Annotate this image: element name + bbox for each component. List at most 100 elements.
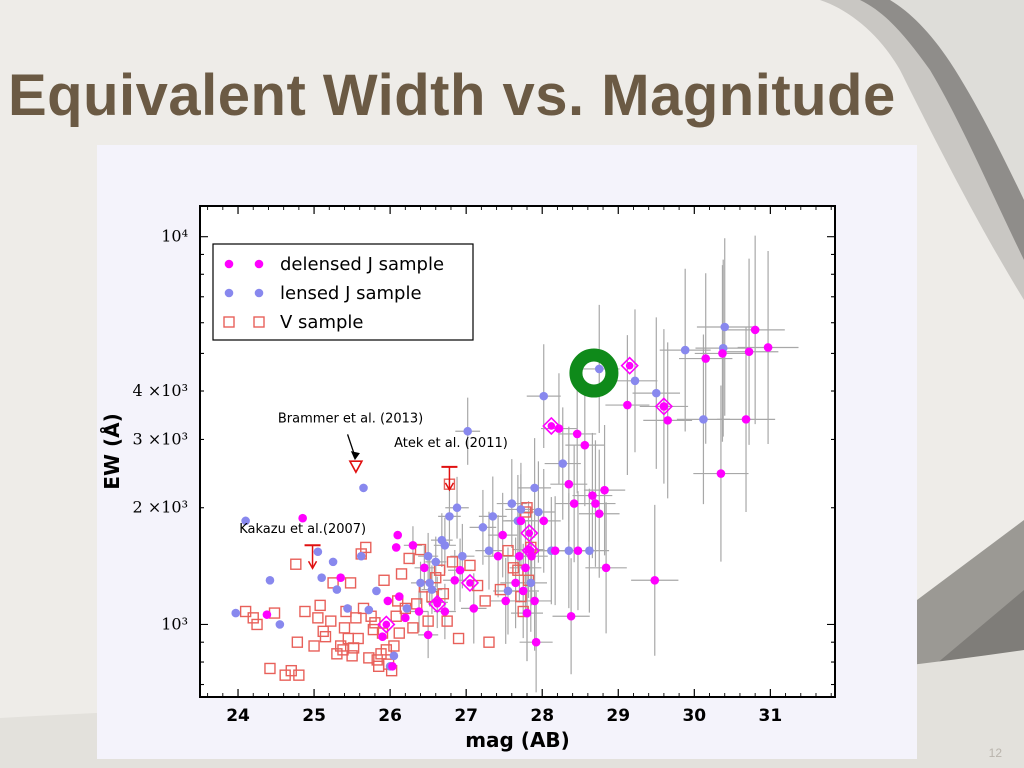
y-axis-title: EW (Å) [100, 413, 124, 489]
delensed-point [455, 565, 465, 575]
v-sample-point [403, 552, 415, 565]
delensed-point [750, 325, 760, 335]
lensed-point [720, 322, 730, 332]
highlight-diamond [654, 397, 674, 416]
delensed-point [701, 354, 711, 363]
x-tick-label: 30 [682, 706, 706, 726]
legend-marker [254, 288, 264, 298]
lensed-point [478, 523, 488, 532]
delensed-point [516, 516, 526, 526]
v-sample-point [390, 610, 402, 622]
v-sample-point [395, 568, 408, 580]
v-sample-point [239, 605, 252, 618]
lensed-point [458, 551, 467, 561]
v-sample-point [251, 618, 263, 631]
legend-marker [224, 259, 234, 269]
delensed-point [601, 563, 611, 573]
delensed-point [515, 551, 524, 561]
delensed-point [262, 610, 272, 619]
legend-entry: delensed J sample [280, 254, 444, 275]
delensed-point [531, 637, 541, 647]
delensed-point [498, 530, 507, 540]
highlight-diamond [520, 523, 539, 543]
delensed-point [650, 575, 660, 585]
lensed-point [452, 503, 462, 513]
v-sample-point [363, 652, 375, 664]
delensed-point [420, 563, 429, 573]
annotation-label: Kakazu et al.(2007) [239, 522, 366, 537]
lensed-point [503, 586, 513, 596]
highlight-point [466, 579, 474, 587]
delensed-point [298, 513, 307, 523]
lensed-point [463, 426, 472, 436]
lensed-point [356, 551, 366, 561]
y-tick-label: 10³ [161, 614, 188, 633]
v-sample-point [334, 640, 347, 652]
legend-marker [223, 316, 235, 328]
lensed-point [372, 586, 381, 596]
lensed-point [507, 499, 517, 508]
y-tick-label: 3 ×10³ [133, 429, 188, 448]
y-tick-label: 10⁴ [161, 227, 188, 246]
lensed-series [231, 322, 730, 671]
v-sample-point [483, 636, 495, 648]
v-sample-point [346, 650, 358, 662]
lensed-point [564, 546, 574, 555]
v-sample-point [502, 544, 514, 557]
v-sample-point [352, 632, 364, 645]
delensed-point [501, 596, 511, 606]
lensed-point [231, 608, 241, 618]
y-tick-label: 2 ×10³ [133, 498, 188, 517]
annotations: Brammer et al. (2013) Atek et al. (2011) K… [239, 411, 508, 570]
highlight-point [660, 402, 668, 411]
slide-title: Equivalent Width vs. Magnitude [8, 63, 896, 128]
x-axis-title: mag (AB) [465, 728, 570, 752]
lensed-point [699, 415, 708, 424]
slide-number: 12 [988, 746, 1002, 760]
v-sample-point [331, 648, 343, 660]
lensed-point [359, 483, 368, 493]
x-tick-label: 27 [454, 706, 478, 726]
delensed-point [594, 509, 604, 519]
delensed-point [394, 592, 404, 601]
legend-entry: V sample [280, 312, 363, 333]
annotation-arrowhead [350, 451, 360, 461]
v-sample-point [247, 612, 259, 624]
lensed-point [630, 376, 640, 386]
lensed-point [534, 507, 543, 517]
lensed-point [425, 578, 434, 588]
v-sample-point [479, 595, 491, 607]
green-ring-marker [569, 348, 619, 398]
lensed-point [440, 541, 450, 550]
delensed-point [493, 551, 503, 561]
delensed-point [600, 485, 609, 495]
delensed-point [716, 469, 726, 478]
lensed-point [585, 546, 594, 555]
delensed-point [408, 541, 418, 550]
lensed-point [530, 483, 539, 493]
v-sample-point [312, 612, 324, 624]
v-sample-point [407, 622, 419, 634]
highlight-diamond [620, 356, 639, 375]
highlight-point [525, 529, 534, 537]
delensed-point [401, 613, 410, 623]
annotation-label: Atek et al. (2011) [394, 436, 508, 451]
delensed-point [569, 499, 579, 508]
v-sample-point [433, 564, 446, 576]
lensed-point [423, 551, 433, 561]
delensed-point [566, 611, 576, 621]
x-tick-label: 24 [226, 706, 250, 726]
delensed-point [378, 632, 387, 641]
v-sample-point [291, 636, 304, 648]
v-sample-point [290, 558, 302, 570]
v-sample-point [430, 572, 442, 584]
legend-marker [224, 288, 234, 298]
v-sample-point [414, 543, 427, 556]
lensed-point [488, 512, 498, 521]
delensed-point [530, 596, 539, 606]
v-sample-point [308, 640, 320, 652]
lensed-point [364, 605, 374, 615]
delensed-point [522, 608, 532, 618]
lensed-point [317, 573, 326, 583]
v-sample-point [452, 632, 465, 645]
